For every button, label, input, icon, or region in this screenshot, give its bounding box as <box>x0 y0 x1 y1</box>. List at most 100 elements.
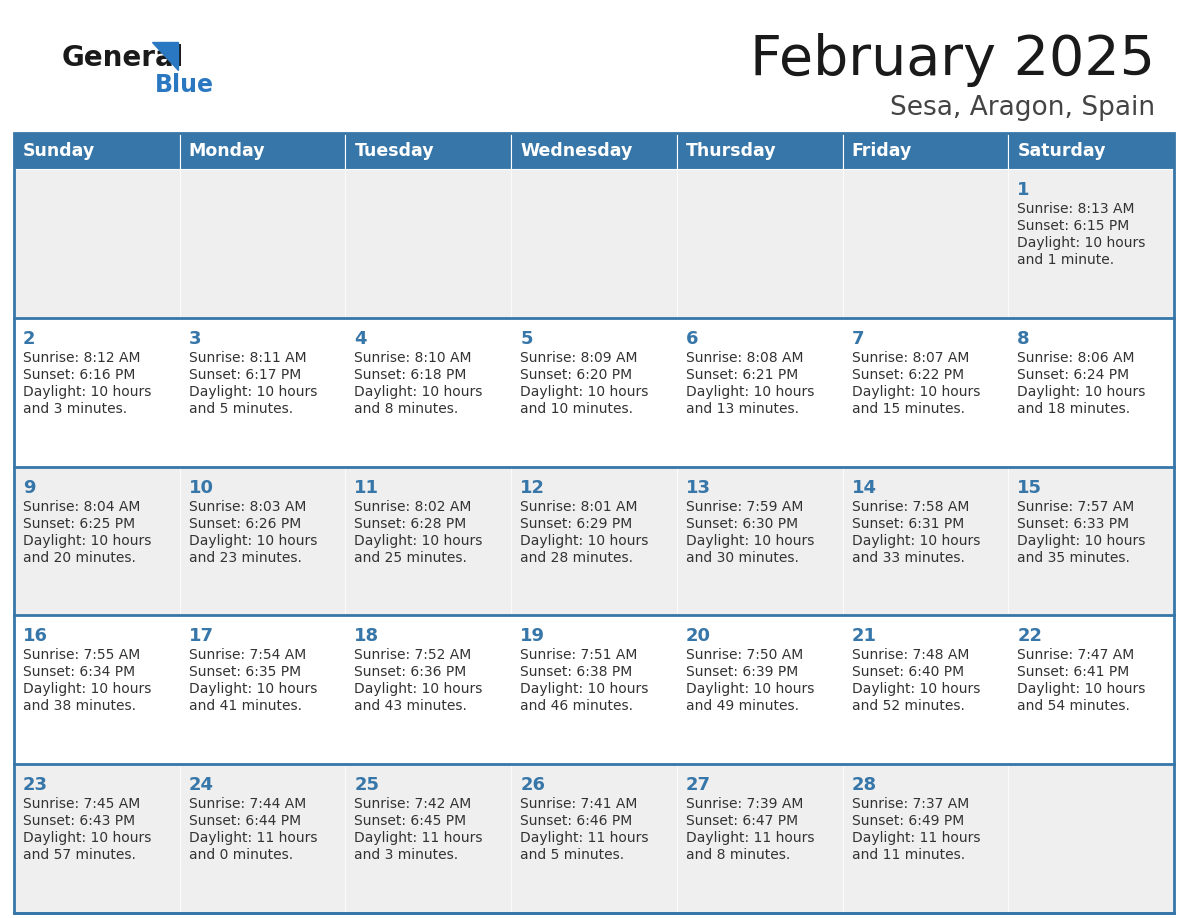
Text: 4: 4 <box>354 330 367 348</box>
Text: and 43 minutes.: and 43 minutes. <box>354 700 467 713</box>
Text: Sunset: 6:18 PM: Sunset: 6:18 PM <box>354 368 467 382</box>
Text: Sunrise: 8:13 AM: Sunrise: 8:13 AM <box>1017 202 1135 216</box>
Text: 1: 1 <box>1017 181 1030 199</box>
Bar <box>1009 466 1174 615</box>
Text: Sunset: 6:34 PM: Sunset: 6:34 PM <box>23 666 135 679</box>
Text: 24: 24 <box>189 777 214 794</box>
Bar <box>511 466 677 615</box>
Bar <box>511 615 677 764</box>
Text: and 10 minutes.: and 10 minutes. <box>520 402 633 416</box>
Bar <box>511 764 677 913</box>
Bar <box>1009 615 1174 764</box>
Text: Daylight: 10 hours: Daylight: 10 hours <box>189 533 317 548</box>
Text: Daylight: 10 hours: Daylight: 10 hours <box>189 682 317 697</box>
Bar <box>14 615 179 764</box>
Text: Sunset: 6:24 PM: Sunset: 6:24 PM <box>1017 368 1130 382</box>
Bar <box>346 764 511 913</box>
Text: 21: 21 <box>852 627 877 645</box>
Text: Daylight: 11 hours: Daylight: 11 hours <box>852 831 980 845</box>
Text: Sunset: 6:45 PM: Sunset: 6:45 PM <box>354 814 467 828</box>
Text: 19: 19 <box>520 627 545 645</box>
Bar <box>14 133 1174 913</box>
Text: Sunset: 6:17 PM: Sunset: 6:17 PM <box>189 368 301 382</box>
Text: and 52 minutes.: and 52 minutes. <box>852 700 965 713</box>
Text: Sunday: Sunday <box>23 142 95 160</box>
Text: Sunrise: 8:01 AM: Sunrise: 8:01 AM <box>520 499 638 513</box>
Text: 3: 3 <box>189 330 201 348</box>
Text: Sunset: 6:28 PM: Sunset: 6:28 PM <box>354 517 467 531</box>
Text: and 28 minutes.: and 28 minutes. <box>520 551 633 565</box>
Bar <box>677 318 842 466</box>
Text: Tuesday: Tuesday <box>354 142 434 160</box>
Text: Sunrise: 7:39 AM: Sunrise: 7:39 AM <box>685 797 803 812</box>
Text: Daylight: 10 hours: Daylight: 10 hours <box>852 533 980 548</box>
Text: Sunset: 6:39 PM: Sunset: 6:39 PM <box>685 666 798 679</box>
Text: Sunrise: 7:47 AM: Sunrise: 7:47 AM <box>1017 648 1135 663</box>
Bar <box>511 169 677 318</box>
Text: Blue: Blue <box>154 73 214 97</box>
Text: Sunset: 6:29 PM: Sunset: 6:29 PM <box>520 517 632 531</box>
Text: Daylight: 10 hours: Daylight: 10 hours <box>1017 385 1145 398</box>
Text: Sunset: 6:38 PM: Sunset: 6:38 PM <box>520 666 632 679</box>
Bar <box>14 133 179 169</box>
Text: Friday: Friday <box>852 142 912 160</box>
Text: Daylight: 10 hours: Daylight: 10 hours <box>520 385 649 398</box>
Text: 25: 25 <box>354 777 379 794</box>
Text: Sunrise: 7:57 AM: Sunrise: 7:57 AM <box>1017 499 1135 513</box>
Text: and 8 minutes.: and 8 minutes. <box>354 402 459 416</box>
Bar <box>14 466 179 615</box>
Text: February 2025: February 2025 <box>750 33 1155 87</box>
Bar <box>677 133 842 169</box>
Text: Daylight: 10 hours: Daylight: 10 hours <box>1017 682 1145 697</box>
Bar <box>1009 318 1174 466</box>
Text: 11: 11 <box>354 478 379 497</box>
Text: 20: 20 <box>685 627 710 645</box>
Text: Sunset: 6:25 PM: Sunset: 6:25 PM <box>23 517 135 531</box>
Text: 14: 14 <box>852 478 877 497</box>
Bar <box>179 615 346 764</box>
Text: Daylight: 10 hours: Daylight: 10 hours <box>685 533 814 548</box>
Text: and 49 minutes.: and 49 minutes. <box>685 700 798 713</box>
Text: Sunset: 6:22 PM: Sunset: 6:22 PM <box>852 368 963 382</box>
Text: 9: 9 <box>23 478 36 497</box>
Text: Daylight: 10 hours: Daylight: 10 hours <box>354 682 482 697</box>
Text: Sunset: 6:46 PM: Sunset: 6:46 PM <box>520 814 632 828</box>
Text: Sunset: 6:44 PM: Sunset: 6:44 PM <box>189 814 301 828</box>
Text: 12: 12 <box>520 478 545 497</box>
Bar <box>677 764 842 913</box>
Text: Daylight: 10 hours: Daylight: 10 hours <box>520 682 649 697</box>
Text: Sunset: 6:31 PM: Sunset: 6:31 PM <box>852 517 963 531</box>
Text: Sunset: 6:21 PM: Sunset: 6:21 PM <box>685 368 798 382</box>
Bar <box>842 615 1009 764</box>
Text: 17: 17 <box>189 627 214 645</box>
Text: 2: 2 <box>23 330 36 348</box>
Text: and 23 minutes.: and 23 minutes. <box>189 551 302 565</box>
Text: and 38 minutes.: and 38 minutes. <box>23 700 135 713</box>
Text: Daylight: 10 hours: Daylight: 10 hours <box>189 385 317 398</box>
Bar <box>179 169 346 318</box>
Text: and 25 minutes.: and 25 minutes. <box>354 551 467 565</box>
Text: and 1 minute.: and 1 minute. <box>1017 253 1114 267</box>
Text: Sunrise: 7:55 AM: Sunrise: 7:55 AM <box>23 648 140 663</box>
Bar <box>1009 764 1174 913</box>
Text: Wednesday: Wednesday <box>520 142 632 160</box>
Text: and 30 minutes.: and 30 minutes. <box>685 551 798 565</box>
Text: 10: 10 <box>189 478 214 497</box>
Bar <box>346 318 511 466</box>
Text: Daylight: 10 hours: Daylight: 10 hours <box>1017 533 1145 548</box>
Text: and 0 minutes.: and 0 minutes. <box>189 848 292 862</box>
Text: 13: 13 <box>685 478 710 497</box>
Text: 6: 6 <box>685 330 699 348</box>
Text: Sunrise: 8:11 AM: Sunrise: 8:11 AM <box>189 351 307 364</box>
Bar <box>179 764 346 913</box>
Text: and 41 minutes.: and 41 minutes. <box>189 700 302 713</box>
Text: and 20 minutes.: and 20 minutes. <box>23 551 135 565</box>
Text: Sunrise: 7:52 AM: Sunrise: 7:52 AM <box>354 648 472 663</box>
Text: Sunset: 6:49 PM: Sunset: 6:49 PM <box>852 814 963 828</box>
Text: Daylight: 11 hours: Daylight: 11 hours <box>189 831 317 845</box>
Text: Sunset: 6:33 PM: Sunset: 6:33 PM <box>1017 517 1130 531</box>
Text: 28: 28 <box>852 777 877 794</box>
Text: and 54 minutes.: and 54 minutes. <box>1017 700 1130 713</box>
Text: Daylight: 11 hours: Daylight: 11 hours <box>685 831 814 845</box>
Text: Sunrise: 7:50 AM: Sunrise: 7:50 AM <box>685 648 803 663</box>
